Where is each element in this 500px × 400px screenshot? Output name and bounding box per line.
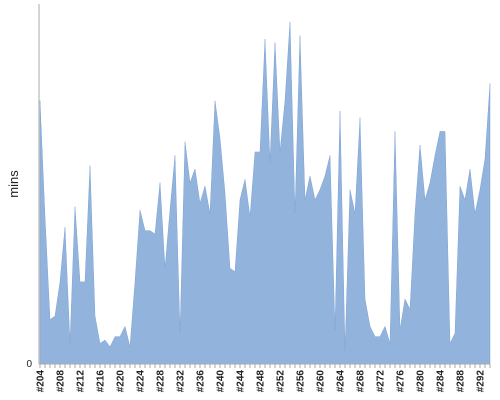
y-axis-ticks: 0 xyxy=(26,359,32,370)
area-layer xyxy=(39,21,491,365)
x-tick-label: #284 xyxy=(436,370,447,393)
x-tick-label: #288 xyxy=(456,370,467,393)
x-tick-label: #224 xyxy=(136,370,147,393)
x-tick-label: #212 xyxy=(76,370,87,393)
x-tick-label: #240 xyxy=(216,370,227,393)
x-tick-label: #232 xyxy=(176,370,187,393)
area-series xyxy=(39,21,491,365)
x-tick-label: #280 xyxy=(416,370,427,393)
x-tick-label: #256 xyxy=(296,370,307,393)
x-tick-label: #244 xyxy=(236,370,247,393)
x-tick-label: #276 xyxy=(396,370,407,393)
x-tick-label: #220 xyxy=(116,370,127,393)
x-tick-label: #264 xyxy=(336,370,347,393)
x-tick-label: #208 xyxy=(56,370,67,393)
x-tick-label: #252 xyxy=(276,370,287,393)
x-tick-label: #236 xyxy=(196,370,207,393)
y-axis-title: mins xyxy=(6,170,21,198)
y-tick-label: 0 xyxy=(26,359,32,370)
x-tick-label: #272 xyxy=(376,370,387,393)
x-tick-label: #268 xyxy=(356,370,367,393)
x-tick-label: #292 xyxy=(476,370,487,393)
x-axis-ticks: #204 #208 #212 #216 #220 #224 #228 #232 #236 #240… xyxy=(36,364,491,392)
x-tick-label: #216 xyxy=(96,370,107,393)
x-tick-label: #228 xyxy=(156,370,167,393)
x-tick-label: #248 xyxy=(256,370,267,393)
x-tick-label: #204 xyxy=(36,370,47,393)
x-tick-label: #260 xyxy=(316,370,327,393)
